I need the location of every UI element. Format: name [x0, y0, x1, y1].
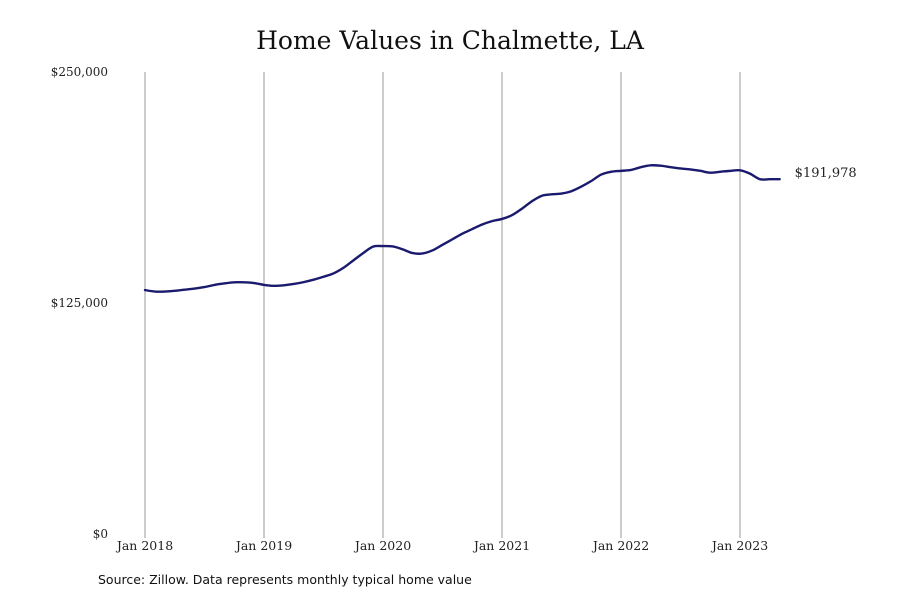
x-tick-label: Jan 2018 [115, 538, 173, 553]
x-axis-ticks: Jan 2018 Jan 2019 Jan 2020 Jan 2021 Jan 2022… [115, 538, 768, 553]
y-tick-label: $125,000 [51, 296, 108, 310]
gridlines [144, 72, 741, 538]
home-value-line [143, 164, 781, 293]
source-note: Source: Zillow. Data represents monthly … [98, 572, 472, 587]
y-tick-label: $250,000 [51, 65, 108, 79]
y-axis-ticks: $0 $125,000 $250,000 [51, 65, 108, 541]
y-tick-label: $0 [93, 527, 108, 541]
chart-title: Home Values in Chalmette, LA [256, 26, 644, 55]
x-tick-label: Jan 2023 [710, 538, 768, 553]
x-tick-label: Jan 2019 [234, 538, 292, 553]
x-tick-label: Jan 2020 [353, 538, 411, 553]
x-tick-label: Jan 2022 [591, 538, 649, 553]
end-value-label: $191,978 [795, 166, 857, 181]
x-tick-label: Jan 2021 [472, 538, 530, 553]
